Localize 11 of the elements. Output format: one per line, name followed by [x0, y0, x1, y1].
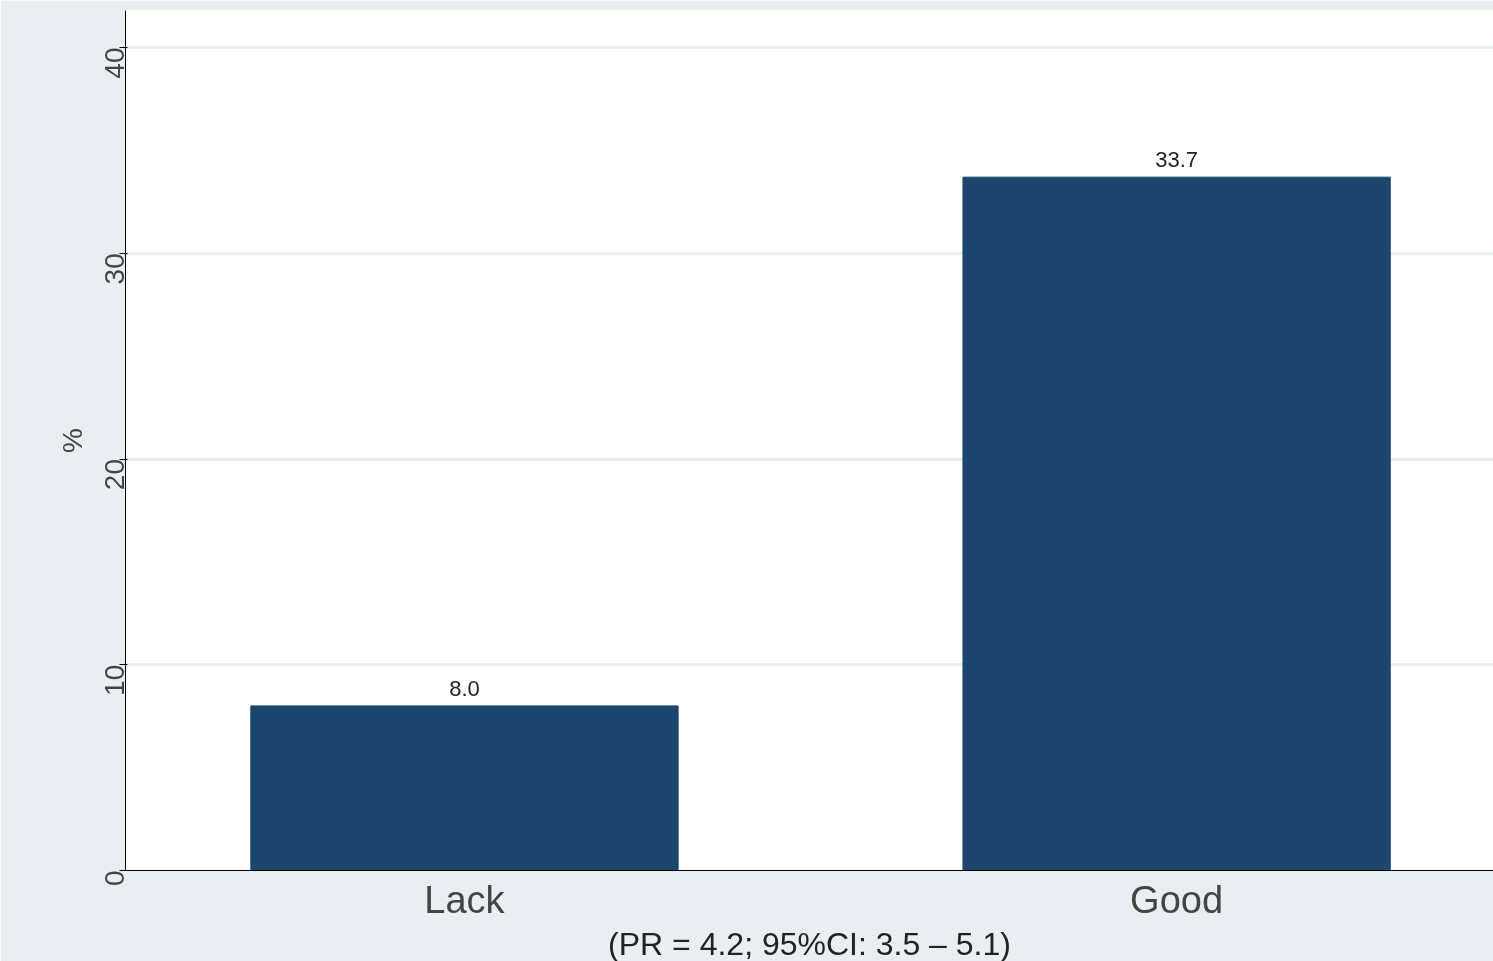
text: (PR = 4.2; 95%CI: 3.5 – 5.1) — [608, 925, 1011, 961]
y-tick-label: 0 — [99, 870, 130, 887]
data-label: 8.0 — [449, 675, 480, 701]
data-label: 33.7 — [1155, 147, 1199, 173]
y-tick-label: 10 — [99, 664, 130, 696]
x-tick-label: Lack — [424, 878, 506, 921]
y-axis-title: % — [56, 428, 88, 453]
y-tick-label: 40 — [99, 47, 130, 79]
y-tick-label: 20 — [99, 459, 130, 491]
y-tick-label: 30 — [99, 253, 130, 285]
x-tick-label: Good — [1130, 878, 1224, 921]
